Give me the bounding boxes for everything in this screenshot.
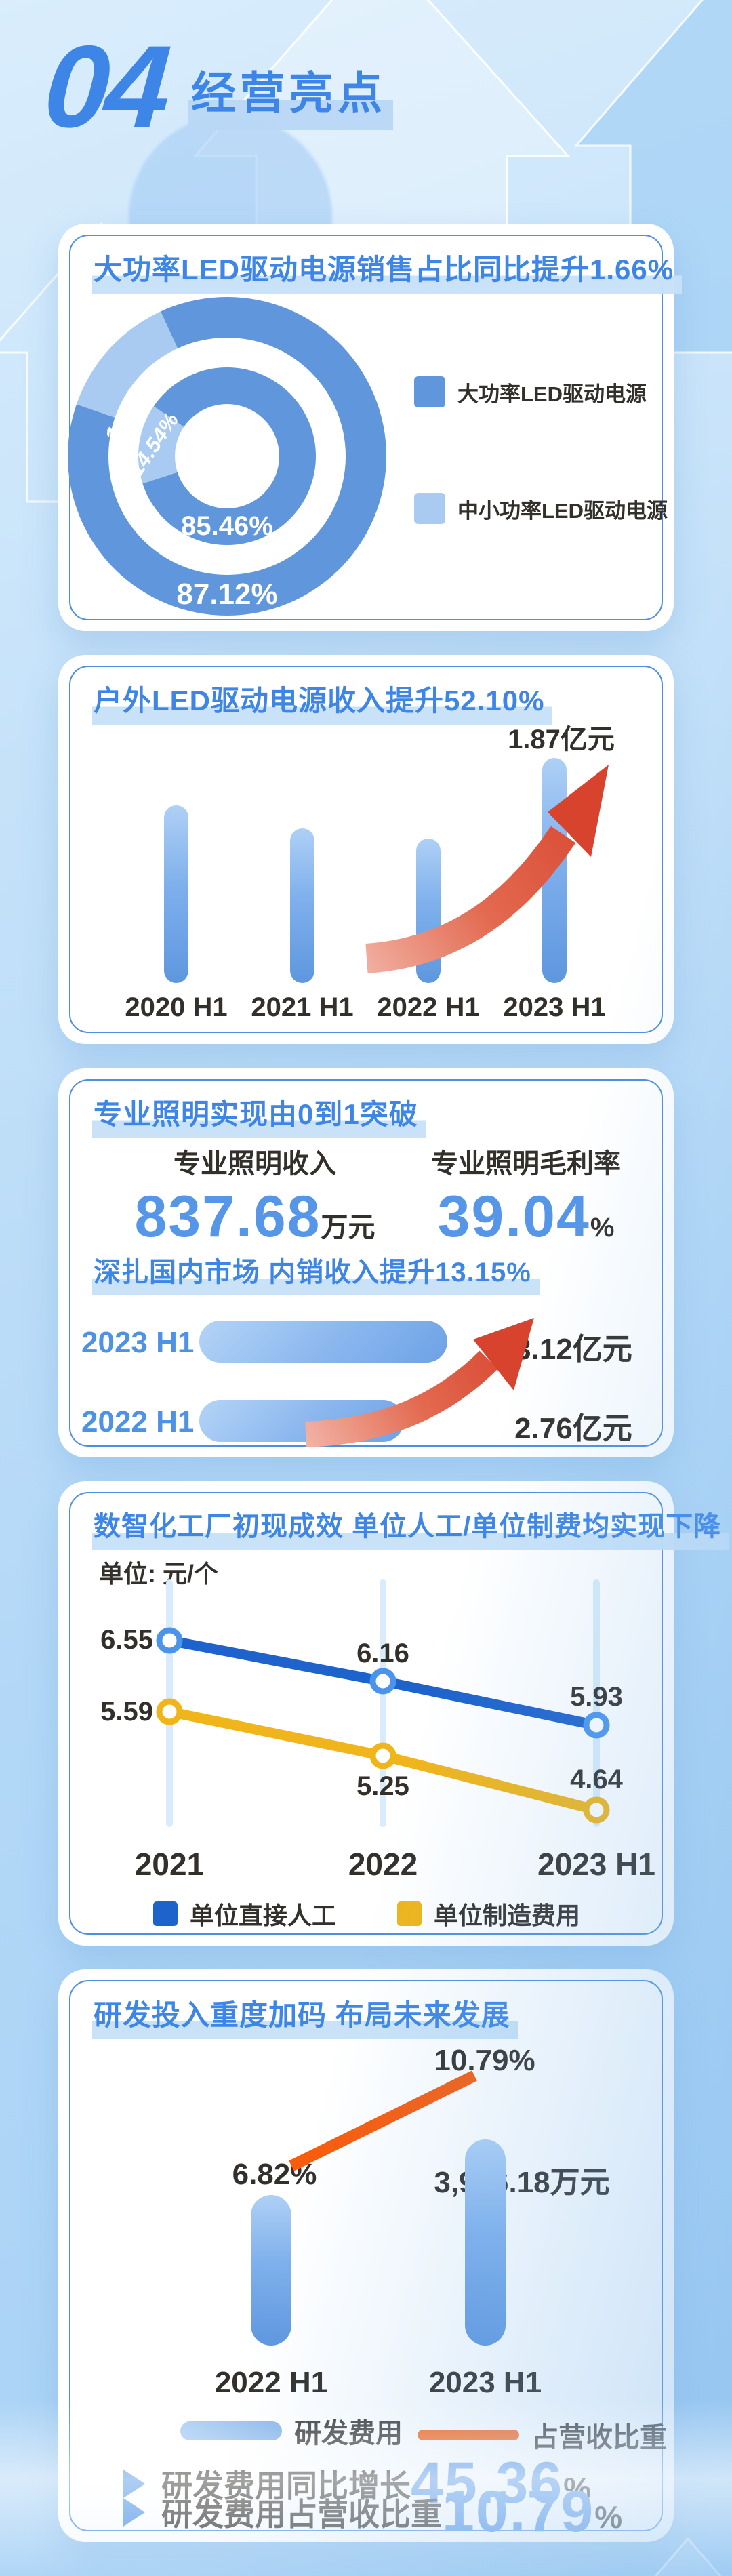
card-pro-lighting: 专业照明实现由0到1突破 专业照明收入 837.68万元 专业照明毛利率 39.… (58, 1068, 674, 1457)
bar-value-2023: 1.87亿元 (508, 725, 615, 754)
xlabel-2020h1: 2020 H1 (125, 992, 228, 1022)
xlabel-2023h1: 2023 H1 (537, 1847, 655, 1882)
hbar-2023 (199, 1321, 447, 1363)
xlabel-2022: 2022 (348, 1847, 418, 1882)
card-power-share: 大功率LED驱动电源销售占比同比提升1.66% 12.88% 14.54% 85… (58, 224, 683, 631)
card1-title-text: 大功率LED驱动电源销售占比同比提升1.66% (92, 254, 683, 294)
card3-title: 专业照明实现由0到1突破 (92, 1091, 426, 1138)
legend-swatch-light (414, 493, 445, 524)
legend-label: 单位直接人工 (190, 1901, 337, 1929)
donut-chart: 12.88% 14.54% 85.46% 87.12% (68, 297, 386, 616)
line-chart (156, 1579, 610, 1827)
card1-title: 大功率LED驱动电源销售占比同比提升1.66% (92, 247, 683, 294)
stat-value: 837.68 (134, 1184, 321, 1249)
unit-label: 单位: 元/个 (99, 1560, 218, 1588)
card5-title-text: 研发投入重度加码 布局未来发展 (92, 1999, 518, 2039)
donut-hole (175, 404, 279, 508)
growth-arrow (305, 1318, 534, 1447)
xlabel-2023h1: 2023 H1 (428, 2366, 542, 2399)
legend-direct-labor: 单位直接人工 (153, 1896, 336, 1931)
pt-blue-2023: 5.93 (570, 1682, 623, 1712)
xlabel-2021: 2021 (134, 1847, 205, 1882)
card4-title: 数智化工厂初现成效 单位人工/单位制费均实现下降 (92, 1504, 730, 1550)
pt-yellow-2021: 5.59 (100, 1697, 153, 1727)
legend-swatch-blue (414, 376, 445, 407)
ratio-line (289, 2070, 477, 2171)
section-number: 04 (40, 22, 171, 152)
legend-swatch-yellow (397, 1901, 422, 1926)
legend-label: 中小功率LED驱动电源 (458, 498, 668, 523)
ratio-label-2023: 10.79% (434, 2044, 535, 2077)
hbar-value-2022: 2.76亿元 (514, 1412, 632, 1445)
xlabel-2022h1: 2022 H1 (377, 992, 480, 1022)
xlabel-2022h1: 2022 H1 (214, 2366, 328, 2399)
stat-label: 专业照明毛利率 (431, 1149, 621, 1179)
card2-title-text: 户外LED驱动电源收入提升52.10% (92, 685, 553, 725)
card-smart-factory: 数智化工厂初现成效 单位人工/单位制费均实现下降 单位: 元/个 6.55 6.… (58, 1481, 730, 1946)
rd-bar-2023 (465, 2139, 506, 2346)
stat-label: 专业照明收入 (174, 1149, 336, 1179)
legend-label: 单位制造费用 (434, 1901, 581, 1929)
legend-swatch-blue (153, 1901, 178, 1926)
up-arrow-shape (573, 0, 732, 354)
stat-unit: 万元 (321, 1213, 375, 1243)
legend-manufacturing-cost: 单位制造费用 (397, 1896, 580, 1931)
bar-2021h1 (290, 828, 314, 983)
page-title: 经营亮点 (188, 57, 393, 130)
bar-2020h1 (164, 805, 188, 983)
donut-label-inner-big: 85.46% (181, 511, 273, 541)
legend-item-mid-power: 中小功率LED驱动电源 (414, 493, 668, 524)
growth-arrow (365, 765, 609, 973)
stat-unit: % (590, 1213, 615, 1243)
pt-blue-2022: 6.16 (357, 1638, 409, 1668)
pt-blue-2021: 6.55 (100, 1625, 153, 1655)
stat-value: 39.04 (437, 1184, 590, 1249)
xlabel-2023h1: 2023 H1 (503, 992, 606, 1022)
legend-label: 大功率LED驱动电源 (458, 382, 647, 406)
card3-subtitle-text: 深扎国内市场 内销收入提升13.15% (92, 1257, 540, 1295)
donut-label-outer-big: 87.12% (176, 578, 278, 611)
hbar-label-2023: 2023 H1 (81, 1326, 195, 1359)
rd-amount-2023: 3,916.18万元 (434, 2166, 610, 2199)
card4-title-text: 数智化工厂初现成效 单位人工/单位制费均实现下降 (92, 1512, 730, 1550)
stat-revenue: 专业照明收入 837.68万元 (113, 1142, 397, 1246)
card-outdoor-revenue: 户外LED驱动电源收入提升52.10% 1.87亿元 2020 H1 2021 … (58, 655, 674, 1044)
card5-title: 研发投入重度加码 布局未来发展 (92, 1992, 518, 2039)
pt-yellow-2022: 5.25 (357, 1771, 409, 1801)
xlabel-2021h1: 2021 H1 (251, 992, 354, 1022)
card3-title-text: 专业照明实现由0到1突破 (92, 1098, 426, 1138)
pt-yellow-2023: 4.64 (570, 1765, 623, 1794)
legend-item-high-power: 大功率LED驱动电源 (414, 376, 647, 407)
page-title-text: 经营亮点 (188, 68, 393, 130)
hbar-value-2023: 3.12亿元 (514, 1333, 632, 1366)
hbar-label-2022: 2022 H1 (81, 1405, 195, 1438)
rd-bar-2022 (251, 2195, 291, 2346)
card2-title: 户外LED驱动电源收入提升52.10% (92, 678, 553, 725)
background-bottom-glow (0, 2400, 732, 2576)
card3-subtitle: 深扎国内市场 内销收入提升13.15% (92, 1250, 540, 1295)
stat-margin: 专业照明毛利率 39.04% (384, 1142, 668, 1246)
